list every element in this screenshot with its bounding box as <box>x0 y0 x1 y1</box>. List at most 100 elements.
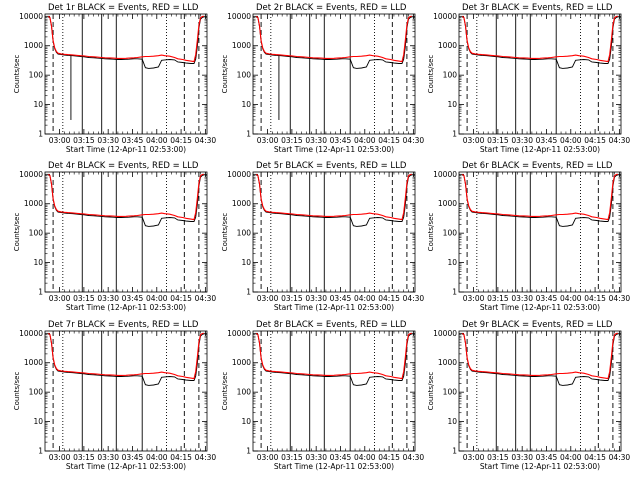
x-tick-label: 04:15 <box>584 294 606 303</box>
y-tick-label: 10000 <box>19 329 43 338</box>
y-tick-label: 10000 <box>19 12 43 21</box>
lld-series-line <box>461 173 618 221</box>
panel-det-8: Det 8r BLACK = Events, RED = LLD 1 10 100 10… <box>221 320 424 471</box>
x-tick-label: 03:45 <box>536 453 558 462</box>
x-tick-label: 03:30 <box>511 453 533 462</box>
x-axis-label: Start Time (12-Apr-11 02:53:00) <box>66 303 186 312</box>
x-tick-label: 03:00 <box>463 136 485 145</box>
plot-frame <box>252 330 416 452</box>
x-tick-label: 03:15 <box>487 453 509 462</box>
y-axis-label: Counts/sec <box>427 372 435 411</box>
events-series-line <box>256 16 412 69</box>
y-axis-label: Counts/sec <box>221 372 229 411</box>
y-tick-label: 100 <box>237 229 252 238</box>
lld-series-line <box>461 332 618 380</box>
x-tick-label: 03:30 <box>511 136 533 145</box>
events-series-line <box>256 333 412 386</box>
lld-series-line <box>255 15 412 63</box>
y-tick-label: 1000 <box>232 199 251 208</box>
x-tick-label: 03:00 <box>257 294 279 303</box>
x-tick-label: 04:00 <box>560 294 582 303</box>
y-tick-label: 10 <box>33 258 43 267</box>
x-tick-label: 04:15 <box>378 453 400 462</box>
panel-title: Det 5r BLACK = Events, RED = LLD <box>256 161 407 171</box>
x-tick-label: 04:00 <box>146 136 168 145</box>
y-tick-label: 10000 <box>19 170 43 179</box>
x-tick-label: 04:15 <box>170 136 192 145</box>
plot-frame <box>44 13 208 135</box>
x-tick-label: 03:45 <box>122 453 144 462</box>
events-series-line <box>48 333 204 386</box>
panel-title: Det 2r BLACK = Events, RED = LLD <box>256 3 407 13</box>
panel-det-9: Det 9r BLACK = Events, RED = LLD 1 10 100 10… <box>427 320 630 471</box>
y-tick-label: 1000 <box>24 41 43 50</box>
x-tick-label: 04:30 <box>609 453 631 462</box>
y-tick-label: 10 <box>241 258 251 267</box>
y-tick-label: 10 <box>447 417 457 426</box>
y-tick-label: 100 <box>237 388 252 397</box>
y-tick-label: 1 <box>38 288 43 297</box>
panel-det-7: Det 7r BLACK = Events, RED = LLD 1 10 100 10… <box>13 320 216 471</box>
x-tick-label: 03:15 <box>73 453 95 462</box>
panel-det-5: Det 5r BLACK = Events, RED = LLD 1 10 100 10… <box>221 161 424 312</box>
y-tick-label: 10 <box>33 417 43 426</box>
y-tick-label: 1000 <box>232 358 251 367</box>
x-tick-label: 04:00 <box>146 453 168 462</box>
panel-det-1: Det 1r BLACK = Events, RED = LLD 1 10 100 10… <box>13 3 216 154</box>
y-tick-label: 1 <box>452 447 457 456</box>
x-tick-label: 04:15 <box>378 294 400 303</box>
y-tick-label: 1 <box>246 130 251 139</box>
lld-series-line <box>255 332 412 380</box>
y-tick-label: 100 <box>237 71 252 80</box>
y-tick-label: 10 <box>241 100 251 109</box>
x-tick-label: 04:15 <box>170 453 192 462</box>
y-tick-label: 1000 <box>438 199 457 208</box>
y-tick-label: 10 <box>241 417 251 426</box>
x-axis-label: Start Time (12-Apr-11 02:53:00) <box>480 303 600 312</box>
y-axis-label: Counts/sec <box>13 55 21 94</box>
x-tick-label: 03:45 <box>536 294 558 303</box>
y-tick-label: 1 <box>38 130 43 139</box>
y-tick-label: 1000 <box>24 199 43 208</box>
x-axis-label: Start Time (12-Apr-11 02:53:00) <box>66 462 186 471</box>
panel-title: Det 7r BLACK = Events, RED = LLD <box>48 320 199 330</box>
x-tick-label: 03:15 <box>487 136 509 145</box>
x-axis-label: Start Time (12-Apr-11 02:53:00) <box>480 145 600 154</box>
y-tick-label: 10 <box>447 100 457 109</box>
x-axis-label: Start Time (12-Apr-11 02:53:00) <box>274 303 394 312</box>
x-tick-label: 03:45 <box>330 136 352 145</box>
x-tick-label: 03:15 <box>281 294 303 303</box>
events-series-line <box>462 174 618 227</box>
y-tick-label: 1 <box>452 130 457 139</box>
x-tick-label: 03:45 <box>122 136 144 145</box>
x-tick-label: 03:30 <box>511 294 533 303</box>
x-tick-label: 04:15 <box>584 453 606 462</box>
y-tick-label: 1000 <box>232 41 251 50</box>
y-tick-label: 1 <box>246 288 251 297</box>
x-tick-label: 04:30 <box>403 136 425 145</box>
x-tick-label: 04:15 <box>584 136 606 145</box>
x-tick-label: 04:30 <box>195 136 217 145</box>
x-tick-label: 04:30 <box>609 136 631 145</box>
x-tick-label: 03:00 <box>49 453 71 462</box>
y-tick-label: 1 <box>246 447 251 456</box>
x-tick-label: 03:00 <box>49 294 71 303</box>
x-tick-label: 04:30 <box>403 453 425 462</box>
events-series-line <box>462 16 618 69</box>
x-tick-label: 04:15 <box>378 136 400 145</box>
x-tick-label: 04:30 <box>195 453 217 462</box>
y-tick-label: 1000 <box>438 358 457 367</box>
y-tick-label: 100 <box>443 388 458 397</box>
panel-title: Det 9r BLACK = Events, RED = LLD <box>462 320 613 330</box>
x-tick-label: 03:30 <box>97 294 119 303</box>
y-axis-label: Counts/sec <box>427 213 435 252</box>
x-tick-label: 03:00 <box>257 453 279 462</box>
y-axis-label: Counts/sec <box>13 213 21 252</box>
x-tick-label: 03:45 <box>536 136 558 145</box>
x-tick-label: 04:30 <box>609 294 631 303</box>
y-tick-label: 10000 <box>227 170 251 179</box>
lld-series-line <box>47 173 204 221</box>
x-tick-label: 04:15 <box>170 294 192 303</box>
lld-series-line <box>47 332 204 380</box>
